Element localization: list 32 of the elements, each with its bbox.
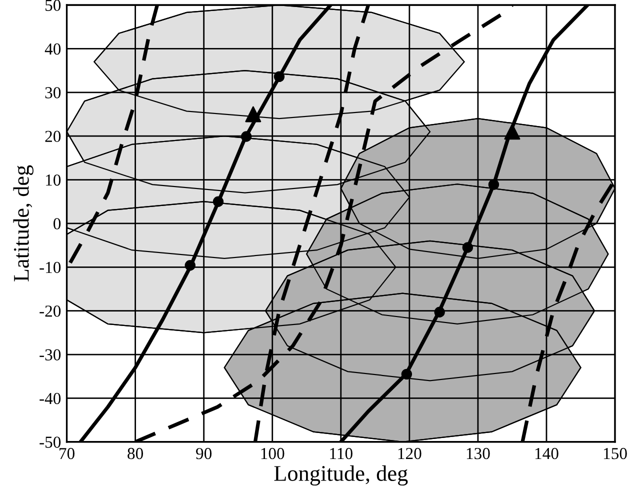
y-tick-label: 50	[46, 0, 61, 11]
x-tick-label: 130	[466, 448, 490, 460]
point	[488, 179, 500, 190]
x-axis-title: Longitude, deg	[274, 465, 408, 486]
point	[274, 71, 285, 82]
x-tick-label: 70	[60, 448, 74, 460]
y-tick-label: -50	[40, 436, 61, 448]
y-tick-label: 40	[44, 43, 61, 55]
y-tick-label: 30	[45, 87, 61, 98]
x-tick-label: 120	[398, 448, 422, 460]
point	[401, 368, 412, 380]
y-tick-label: -30	[40, 349, 61, 360]
point	[212, 196, 224, 207]
point	[240, 131, 252, 142]
y-tick-label: 0	[54, 218, 61, 230]
y-axis-title: Latitude, deg	[13, 165, 34, 282]
point	[504, 124, 520, 140]
y-tick-label: 20	[45, 130, 61, 142]
point	[462, 242, 474, 253]
x-tick-label: 80	[128, 448, 144, 460]
x-tick-label: 110	[330, 448, 352, 460]
x-tick-label: 150	[604, 448, 627, 460]
x-tick-label: 100	[261, 448, 284, 460]
y-tick-label: -20	[40, 306, 61, 317]
y-tick-label: 10	[46, 174, 61, 186]
x-tick-label: 140	[535, 448, 558, 460]
point	[434, 306, 445, 318]
x-tick-label: 90	[196, 448, 212, 460]
y-tick-label: -10	[40, 262, 61, 274]
y-tick-label: -40	[40, 392, 61, 404]
point	[184, 260, 196, 271]
point	[245, 106, 262, 122]
